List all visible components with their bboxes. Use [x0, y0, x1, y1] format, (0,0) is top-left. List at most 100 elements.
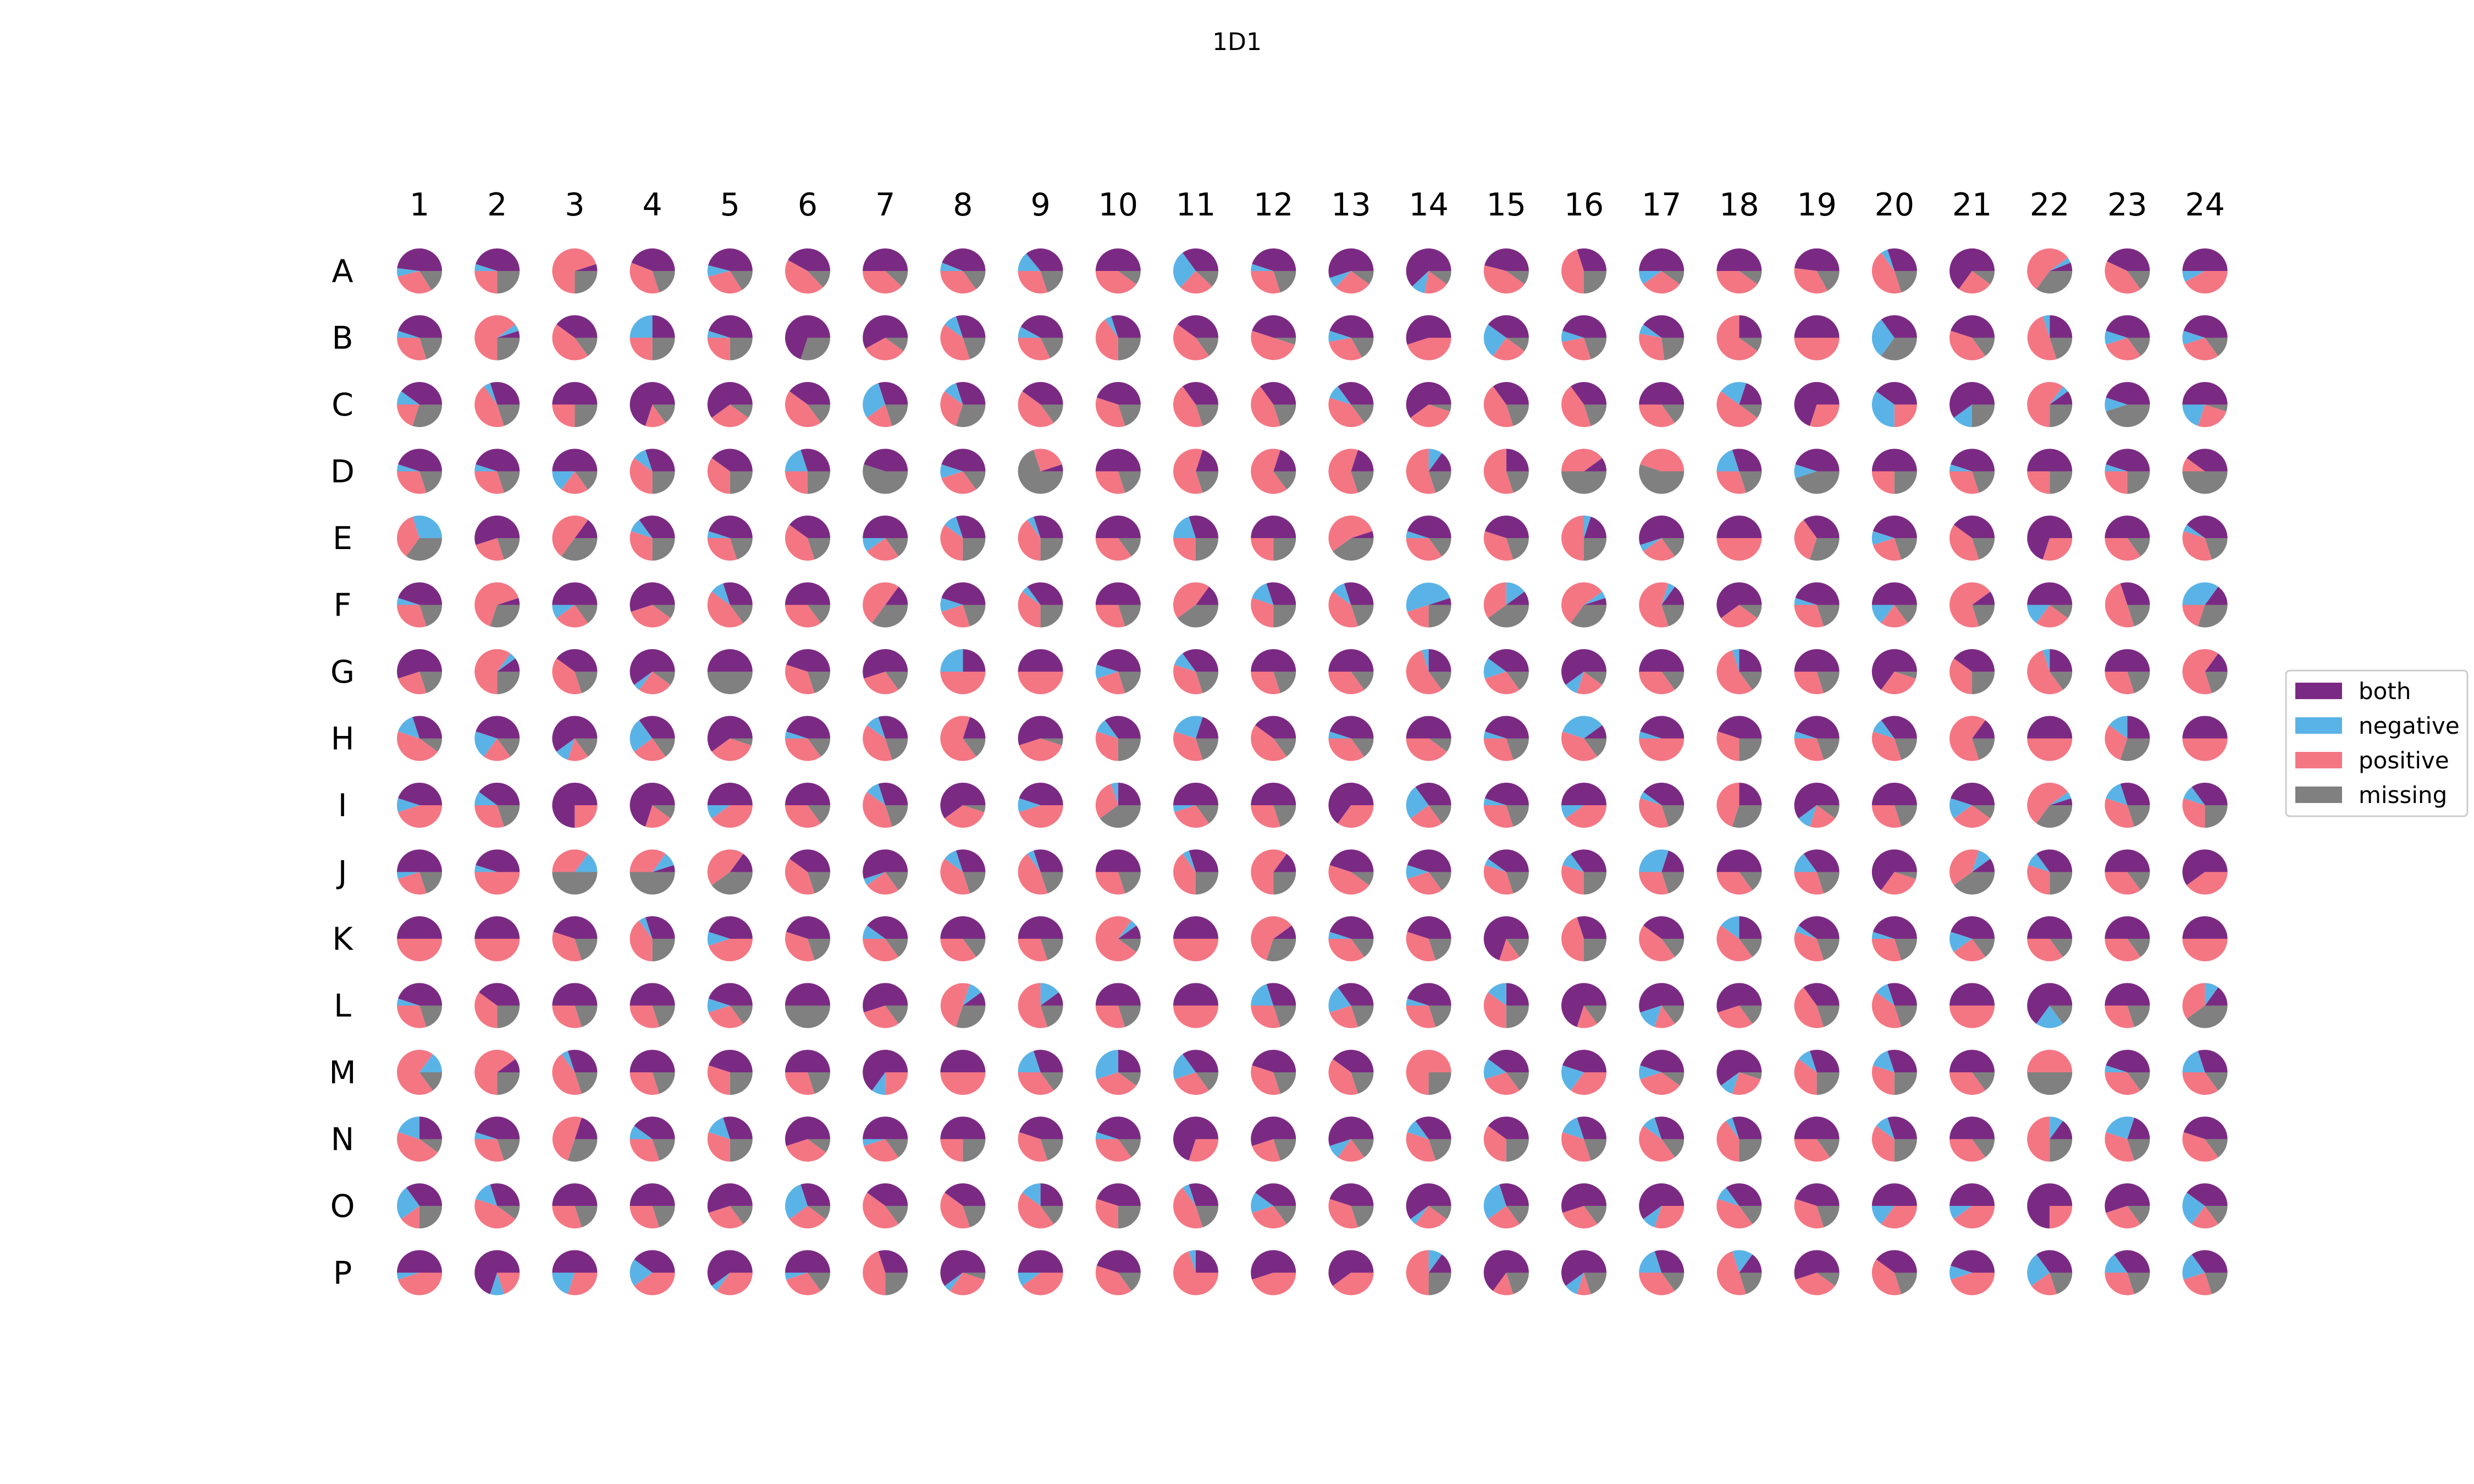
pie-K12-slice-missing: [1266, 939, 1296, 961]
pie-N19: [1794, 1116, 1840, 1162]
pie-F12-slice-both: [1266, 582, 1296, 605]
pie-N13: [1328, 1116, 1374, 1162]
pie-E3-slice-both: [575, 519, 598, 538]
pie-D11-slice-positive: [1173, 448, 1203, 494]
pie-L7-slice-both: [863, 983, 908, 1013]
pie-N11-slice-both: [1173, 1116, 1218, 1161]
pie-G2-slice-missing: [497, 672, 520, 694]
pie-B17-slice-negative: [1639, 324, 1662, 338]
pie-N22-slice-missing: [2050, 1139, 2073, 1162]
pie-K19: [1794, 916, 1840, 961]
pie-M13-slice-positive: [1328, 1059, 1359, 1095]
pie-O1-slice-both: [406, 1183, 442, 1206]
pie-M7: [863, 1050, 908, 1095]
pie-K9-slice-missing: [1040, 939, 1063, 960]
pie-I9-slice-positive: [1019, 805, 1063, 828]
pie-L23-slice-both: [2105, 983, 2150, 1006]
pie-P2: [474, 1250, 520, 1295]
pie-D1-slice-positive: [397, 471, 427, 494]
pie-E13-slice-positive: [1328, 515, 1373, 552]
pie-K21-slice-positive: [1953, 939, 1986, 962]
pie-D9-slice-positive: [1033, 448, 1062, 472]
pie-N16-slice-missing: [1584, 1139, 1606, 1161]
pie-C9-slice-positive: [1018, 391, 1054, 428]
pie-F15-slice-positive: [1483, 582, 1506, 618]
pie-O6-slice-missing: [808, 1206, 830, 1220]
pie-L24-slice-negative: [2205, 983, 2218, 1006]
pie-H4: [629, 716, 675, 761]
pie-E5-slice-negative: [707, 531, 730, 538]
pie-E12-slice-positive: [1251, 538, 1274, 561]
pie-B1-slice-positive: [397, 337, 427, 361]
pie-A10-slice-missing: [1118, 271, 1141, 285]
pie-C3-slice-positive: [552, 405, 575, 427]
pie-I17-slice-negative: [1640, 791, 1662, 805]
pie-G22-slice-negative: [2042, 649, 2050, 672]
pie-G15: [1483, 649, 1529, 694]
pie-I21-slice-negative: [1950, 798, 1972, 819]
pie-A6: [785, 248, 830, 294]
pie-E4-slice-negative: [631, 519, 653, 538]
pie-L13-slice-missing: [1351, 1005, 1374, 1027]
pie-H19-slice-missing: [1816, 738, 1840, 760]
pie-B22-slice-negative: [2042, 315, 2050, 338]
pie-P5-slice-negative: [711, 1272, 730, 1291]
pie-N12-slice-both: [1251, 1116, 1296, 1147]
pie-K4-slice-positive: [629, 920, 653, 961]
pie-O10-slice-both: [1096, 1183, 1141, 1206]
pie-K16: [1561, 916, 1606, 961]
pie-A24-slice-both: [2182, 248, 2228, 271]
pie-O9: [1018, 1183, 1063, 1229]
pie-N23-slice-positive: [2105, 1132, 2135, 1162]
pie-I15-slice-positive: [1483, 805, 1514, 828]
pie-L14-slice-missing: [1428, 1005, 1451, 1027]
pie-M17-slice-missing: [1661, 1072, 1685, 1086]
pie-D23-slice-positive: [2105, 471, 2128, 494]
pie-H15-slice-positive: [1483, 738, 1514, 761]
pie-E24-slice-missing: [2205, 538, 2228, 560]
pie-K4: [629, 916, 675, 961]
pie-N12-slice-positive: [1252, 1139, 1280, 1162]
pie-A23-slice-positive: [2105, 261, 2141, 294]
pie-F7-slice-both: [885, 586, 908, 605]
pie-B19: [1794, 315, 1840, 361]
pie-J19-slice-both: [1803, 849, 1840, 872]
pie-I20-slice-positive: [1871, 805, 1902, 828]
pie-O5-slice-missing: [730, 1206, 753, 1225]
pie-N18: [1716, 1116, 1762, 1162]
pie-F16-slice-negative: [1584, 591, 1605, 605]
pie-J24: [2182, 849, 2228, 895]
pie-H2-slice-both: [476, 716, 520, 739]
pie-C23: [2105, 382, 2150, 427]
pie-N13-slice-missing: [1351, 1139, 1374, 1158]
pie-J13-slice-both: [1329, 849, 1374, 872]
pie-M24-slice-positive: [2182, 1072, 2218, 1095]
pie-F7-slice-missing: [872, 605, 908, 628]
pie-E5-slice-missing: [730, 538, 753, 560]
pie-B17-slice-missing: [1661, 337, 1685, 361]
pie-B23-slice-both: [2106, 315, 2150, 338]
pie-G9-slice-both: [1018, 649, 1063, 672]
pie-H7-slice-positive: [863, 725, 892, 761]
pie-O1-slice-negative: [396, 1187, 419, 1220]
pie-grid: [396, 248, 2228, 1295]
pie-L13-slice-both: [1338, 983, 1374, 1006]
pie-L17: [1639, 983, 1685, 1028]
pie-E20: [1871, 516, 1917, 561]
pie-A22-slice-both: [2050, 262, 2073, 271]
pie-P16-slice-missing: [1584, 1272, 1606, 1294]
pie-E15-slice-missing: [1506, 538, 1529, 560]
pie-L15-slice-missing: [1506, 1005, 1529, 1028]
pie-C13-slice-missing: [1351, 405, 1374, 423]
pie-C24-slice-negative: [2182, 405, 2205, 426]
pie-F1-slice-positive: [397, 605, 427, 628]
pie-D6-slice-negative: [785, 450, 808, 472]
pie-J14-slice-positive: [1407, 872, 1442, 895]
pie-I10-slice-both: [1118, 783, 1141, 805]
pie-F24: [2182, 582, 2228, 628]
pie-A4-slice-both: [631, 248, 675, 271]
pie-C7-slice-negative: [863, 383, 886, 418]
pie-F21: [1949, 582, 1995, 628]
pie-F11-slice-missing: [1177, 605, 1218, 628]
pie-N14-slice-positive: [1406, 1132, 1436, 1162]
